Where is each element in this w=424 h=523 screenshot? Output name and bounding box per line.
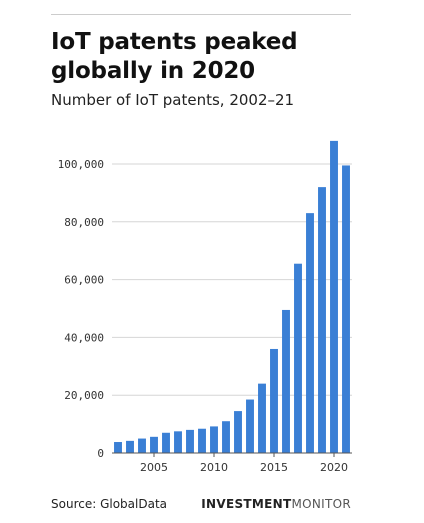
x-tick-label: 2020 — [320, 461, 348, 474]
y-tick-label: 40,000 — [64, 331, 104, 344]
bar-2019 — [318, 187, 326, 453]
brand-logo: INVESTMENTMONITOR — [201, 497, 351, 511]
bar-2002 — [114, 442, 122, 453]
bar-2003 — [126, 440, 134, 453]
bar-2005 — [150, 436, 158, 453]
y-tick-label: 60,000 — [64, 274, 104, 287]
bar-2018 — [306, 213, 314, 453]
bar-2006 — [162, 432, 170, 453]
top-rule — [51, 14, 351, 15]
bar-2017 — [294, 263, 302, 453]
bar-2013 — [246, 399, 254, 453]
bar-2014 — [258, 383, 266, 453]
y-tick-label: 100,000 — [58, 158, 104, 171]
source-note: Source: GlobalData — [51, 497, 168, 511]
x-tick-label: 2010 — [200, 461, 228, 474]
chart-title: IoT patents peaked globally in 2020 — [51, 29, 298, 84]
bar-2012 — [234, 411, 242, 453]
y-tick-label: 80,000 — [64, 216, 104, 229]
y-tick-label: 20,000 — [64, 389, 104, 402]
bar-2010 — [210, 426, 218, 453]
brand-logo-bold: INVESTMENT — [201, 497, 292, 511]
brand-logo-light: MONITOR — [291, 497, 351, 511]
bar-chart: 0 20,000 40,000 60,000 80,000 100,000 2005 2010… — [58, 140, 352, 474]
bar-2016 — [282, 309, 290, 453]
chart-subtitle: Number of IoT patents, 2002–21 — [51, 91, 295, 109]
bar-2004 — [138, 438, 146, 453]
x-tick-label: 2005 — [140, 461, 168, 474]
bar-2008 — [186, 429, 194, 453]
bar-2015 — [270, 348, 278, 453]
bar-2009 — [198, 428, 206, 453]
bar-2007 — [174, 431, 182, 453]
bar-2011 — [222, 421, 230, 453]
y-tick-label: 0 — [97, 447, 104, 460]
bar-2021 — [342, 165, 350, 453]
x-tick-label: 2015 — [260, 461, 288, 474]
bar-2020 — [330, 140, 338, 453]
